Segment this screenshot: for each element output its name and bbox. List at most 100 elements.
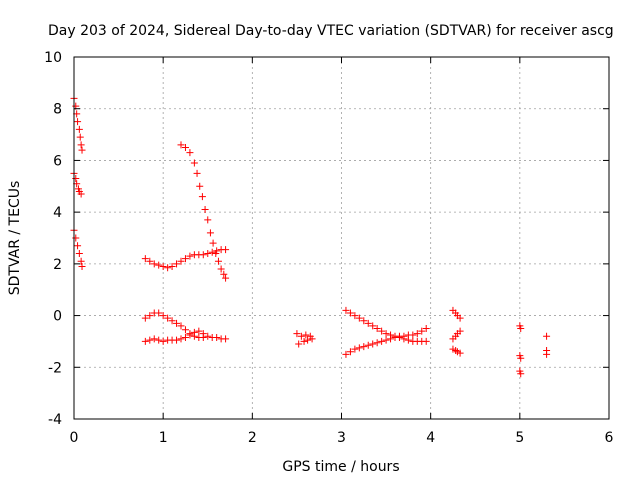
series-track-1 — [70, 94, 86, 154]
data-point — [190, 328, 198, 336]
data-point — [78, 262, 86, 270]
series-track-11 — [449, 306, 464, 357]
data-point — [413, 330, 421, 338]
series-track-2 — [70, 169, 85, 198]
x-tick-label: 0 — [70, 430, 79, 446]
data-point — [76, 133, 84, 141]
y-tick-label: 10 — [44, 50, 62, 66]
data-point — [360, 317, 368, 325]
y-tick-label: 4 — [53, 205, 62, 221]
y-tick-label: 0 — [53, 309, 62, 325]
data-point — [208, 248, 216, 256]
data-point — [346, 309, 354, 317]
data-point — [77, 141, 85, 149]
data-point — [209, 239, 217, 247]
x-axis-title: GPS time / hours — [282, 459, 399, 475]
data-point — [213, 334, 221, 342]
series-track-10 — [342, 325, 430, 358]
x-tick-label: 4 — [426, 430, 435, 446]
series-track-4 — [141, 246, 230, 272]
y-tick-label: 6 — [53, 153, 62, 169]
data-point — [155, 309, 163, 317]
data-point — [422, 325, 430, 332]
data-point — [212, 250, 220, 258]
data-point — [146, 257, 154, 265]
data-point — [199, 330, 207, 338]
data-point — [517, 370, 525, 378]
data-point — [173, 336, 181, 344]
data-point — [400, 332, 408, 340]
data-point — [198, 193, 206, 201]
data-point — [155, 261, 163, 269]
data-point — [177, 335, 185, 343]
data-point — [164, 264, 172, 272]
data-point — [168, 262, 176, 270]
data-point — [195, 327, 203, 335]
data-point — [204, 332, 212, 340]
data-point — [382, 336, 390, 344]
data-point — [360, 343, 368, 351]
data-point — [378, 327, 386, 335]
data-point — [159, 312, 167, 320]
series-track-5 — [177, 141, 230, 282]
data-point — [204, 250, 212, 258]
data-point — [155, 336, 163, 344]
data-point — [181, 334, 189, 342]
data-point — [351, 312, 359, 320]
data-point — [75, 250, 83, 258]
data-point — [193, 169, 201, 177]
data-point — [181, 144, 189, 151]
data-point — [75, 125, 83, 133]
data-point — [141, 255, 149, 263]
data-point — [159, 337, 167, 345]
data-point — [78, 146, 86, 154]
data-point — [378, 337, 386, 345]
series-track-8 — [293, 330, 316, 348]
data-point — [220, 270, 228, 278]
y-axis-title: SDTVAR / TECUs — [7, 181, 23, 296]
data-point — [346, 348, 354, 356]
data-point — [222, 246, 230, 254]
data-point — [300, 337, 308, 345]
data-point — [150, 260, 158, 268]
data-point — [190, 159, 198, 167]
data-point — [418, 327, 426, 335]
data-point — [74, 242, 82, 250]
data-point — [369, 340, 377, 348]
data-point — [204, 216, 212, 224]
data-point — [222, 335, 230, 343]
data-point — [186, 252, 194, 260]
x-tick-label: 2 — [248, 430, 257, 446]
y-tick-label: -2 — [48, 360, 62, 376]
data-point — [373, 325, 381, 332]
data-point — [181, 326, 189, 334]
data-point — [173, 260, 181, 268]
data-point — [186, 149, 194, 157]
data-point — [201, 206, 209, 214]
data-point — [173, 319, 181, 327]
data-point — [77, 190, 85, 198]
data-point — [150, 335, 158, 343]
data-point — [168, 317, 176, 325]
data-point — [177, 141, 185, 149]
data-point — [222, 274, 230, 282]
data-point — [164, 314, 172, 322]
data-point — [517, 354, 525, 362]
data-point — [342, 306, 350, 314]
x-tick-label: 3 — [337, 430, 346, 446]
data-point — [159, 262, 167, 270]
data-point — [146, 312, 154, 320]
data-point — [355, 344, 363, 352]
data-point — [74, 118, 82, 126]
data-point — [177, 257, 185, 265]
data-point — [302, 331, 310, 339]
chart-title: Day 203 of 2024, Sidereal Day-to-day VTE… — [48, 23, 614, 39]
data-point — [297, 332, 305, 340]
data-point — [186, 331, 194, 339]
data-point — [206, 229, 214, 237]
series-track-7 — [141, 327, 230, 345]
data-point — [355, 314, 363, 322]
data-point — [308, 335, 316, 343]
data-point — [141, 337, 149, 345]
